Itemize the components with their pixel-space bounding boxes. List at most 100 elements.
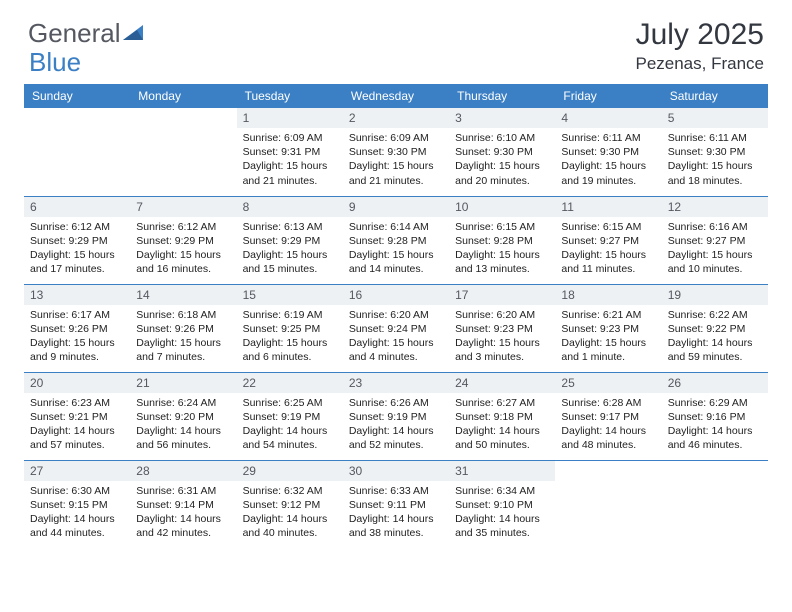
calendar-cell: 7Sunrise: 6:12 AMSunset: 9:29 PMDaylight… <box>130 196 236 284</box>
day-details: Sunrise: 6:15 AMSunset: 9:28 PMDaylight:… <box>449 217 555 282</box>
weekday-header: Friday <box>555 84 661 108</box>
day-number: 30 <box>343 461 449 481</box>
day-details: Sunrise: 6:33 AMSunset: 9:11 PMDaylight:… <box>343 481 449 546</box>
day-number: 19 <box>662 285 768 305</box>
day-number: 2 <box>343 108 449 128</box>
calendar-cell: 19Sunrise: 6:22 AMSunset: 9:22 PMDayligh… <box>662 284 768 372</box>
weekday-header: Thursday <box>449 84 555 108</box>
day-number: 15 <box>237 285 343 305</box>
calendar-cell: 1Sunrise: 6:09 AMSunset: 9:31 PMDaylight… <box>237 108 343 196</box>
day-details: Sunrise: 6:28 AMSunset: 9:17 PMDaylight:… <box>555 393 661 458</box>
calendar-cell: 16Sunrise: 6:20 AMSunset: 9:24 PMDayligh… <box>343 284 449 372</box>
calendar-cell: 24Sunrise: 6:27 AMSunset: 9:18 PMDayligh… <box>449 372 555 460</box>
day-details: Sunrise: 6:24 AMSunset: 9:20 PMDaylight:… <box>130 393 236 458</box>
calendar-cell: 18Sunrise: 6:21 AMSunset: 9:23 PMDayligh… <box>555 284 661 372</box>
day-details: Sunrise: 6:19 AMSunset: 9:25 PMDaylight:… <box>237 305 343 370</box>
calendar-cell: .. <box>130 108 236 196</box>
day-number: 22 <box>237 373 343 393</box>
header: General July 2025 Pezenas, France <box>0 0 792 84</box>
day-number: 6 <box>24 197 130 217</box>
day-number: 24 <box>449 373 555 393</box>
day-details: Sunrise: 6:10 AMSunset: 9:30 PMDaylight:… <box>449 128 555 193</box>
calendar-cell: 23Sunrise: 6:26 AMSunset: 9:19 PMDayligh… <box>343 372 449 460</box>
logo-text-gray: General <box>28 18 121 49</box>
calendar-cell: .. <box>662 460 768 548</box>
calendar-cell: 9Sunrise: 6:14 AMSunset: 9:28 PMDaylight… <box>343 196 449 284</box>
day-details: Sunrise: 6:23 AMSunset: 9:21 PMDaylight:… <box>24 393 130 458</box>
calendar-cell: 8Sunrise: 6:13 AMSunset: 9:29 PMDaylight… <box>237 196 343 284</box>
weekday-header: Saturday <box>662 84 768 108</box>
day-number: 10 <box>449 197 555 217</box>
calendar-cell: 29Sunrise: 6:32 AMSunset: 9:12 PMDayligh… <box>237 460 343 548</box>
calendar-cell: 21Sunrise: 6:24 AMSunset: 9:20 PMDayligh… <box>130 372 236 460</box>
calendar-cell: 17Sunrise: 6:20 AMSunset: 9:23 PMDayligh… <box>449 284 555 372</box>
logo-text-blue: Blue <box>29 47 81 78</box>
day-details: Sunrise: 6:29 AMSunset: 9:16 PMDaylight:… <box>662 393 768 458</box>
day-number: 21 <box>130 373 236 393</box>
calendar-cell: 25Sunrise: 6:28 AMSunset: 9:17 PMDayligh… <box>555 372 661 460</box>
logo-triangle-icon <box>123 24 145 42</box>
calendar-cell: .. <box>24 108 130 196</box>
day-number: 28 <box>130 461 236 481</box>
day-details: Sunrise: 6:12 AMSunset: 9:29 PMDaylight:… <box>24 217 130 282</box>
day-number: 11 <box>555 197 661 217</box>
day-details: Sunrise: 6:20 AMSunset: 9:24 PMDaylight:… <box>343 305 449 370</box>
location: Pezenas, France <box>635 54 764 74</box>
calendar-cell: 22Sunrise: 6:25 AMSunset: 9:19 PMDayligh… <box>237 372 343 460</box>
day-number: 9 <box>343 197 449 217</box>
day-number: 1 <box>237 108 343 128</box>
day-number: 23 <box>343 373 449 393</box>
day-details: Sunrise: 6:30 AMSunset: 9:15 PMDaylight:… <box>24 481 130 546</box>
calendar-cell: 27Sunrise: 6:30 AMSunset: 9:15 PMDayligh… <box>24 460 130 548</box>
calendar-cell: 13Sunrise: 6:17 AMSunset: 9:26 PMDayligh… <box>24 284 130 372</box>
weekday-header: Monday <box>130 84 236 108</box>
calendar-cell: 30Sunrise: 6:33 AMSunset: 9:11 PMDayligh… <box>343 460 449 548</box>
day-details: Sunrise: 6:25 AMSunset: 9:19 PMDaylight:… <box>237 393 343 458</box>
day-details: Sunrise: 6:16 AMSunset: 9:27 PMDaylight:… <box>662 217 768 282</box>
day-number: 26 <box>662 373 768 393</box>
calendar-cell: 10Sunrise: 6:15 AMSunset: 9:28 PMDayligh… <box>449 196 555 284</box>
calendar-cell: 3Sunrise: 6:10 AMSunset: 9:30 PMDaylight… <box>449 108 555 196</box>
day-details: Sunrise: 6:21 AMSunset: 9:23 PMDaylight:… <box>555 305 661 370</box>
day-number: 18 <box>555 285 661 305</box>
weekday-header: Sunday <box>24 84 130 108</box>
calendar-table: SundayMondayTuesdayWednesdayThursdayFrid… <box>24 84 768 548</box>
calendar-head: SundayMondayTuesdayWednesdayThursdayFrid… <box>24 84 768 108</box>
calendar-cell: .. <box>555 460 661 548</box>
day-number: 27 <box>24 461 130 481</box>
day-details: Sunrise: 6:12 AMSunset: 9:29 PMDaylight:… <box>130 217 236 282</box>
day-number: 13 <box>24 285 130 305</box>
day-details: Sunrise: 6:15 AMSunset: 9:27 PMDaylight:… <box>555 217 661 282</box>
day-details: Sunrise: 6:34 AMSunset: 9:10 PMDaylight:… <box>449 481 555 546</box>
day-number: 29 <box>237 461 343 481</box>
calendar-cell: 11Sunrise: 6:15 AMSunset: 9:27 PMDayligh… <box>555 196 661 284</box>
calendar-cell: 6Sunrise: 6:12 AMSunset: 9:29 PMDaylight… <box>24 196 130 284</box>
day-number: 16 <box>343 285 449 305</box>
title-block: July 2025 Pezenas, France <box>635 18 764 74</box>
calendar-cell: 15Sunrise: 6:19 AMSunset: 9:25 PMDayligh… <box>237 284 343 372</box>
day-number: 7 <box>130 197 236 217</box>
month-title: July 2025 <box>635 18 764 52</box>
day-details: Sunrise: 6:32 AMSunset: 9:12 PMDaylight:… <box>237 481 343 546</box>
day-details: Sunrise: 6:22 AMSunset: 9:22 PMDaylight:… <box>662 305 768 370</box>
day-number: 4 <box>555 108 661 128</box>
calendar-cell: 14Sunrise: 6:18 AMSunset: 9:26 PMDayligh… <box>130 284 236 372</box>
day-details: Sunrise: 6:09 AMSunset: 9:30 PMDaylight:… <box>343 128 449 193</box>
day-number: 12 <box>662 197 768 217</box>
day-details: Sunrise: 6:09 AMSunset: 9:31 PMDaylight:… <box>237 128 343 193</box>
logo: General <box>28 18 145 49</box>
day-details: Sunrise: 6:17 AMSunset: 9:26 PMDaylight:… <box>24 305 130 370</box>
day-details: Sunrise: 6:11 AMSunset: 9:30 PMDaylight:… <box>662 128 768 193</box>
calendar-cell: 31Sunrise: 6:34 AMSunset: 9:10 PMDayligh… <box>449 460 555 548</box>
day-details: Sunrise: 6:27 AMSunset: 9:18 PMDaylight:… <box>449 393 555 458</box>
day-number: 25 <box>555 373 661 393</box>
day-number: 8 <box>237 197 343 217</box>
day-details: Sunrise: 6:11 AMSunset: 9:30 PMDaylight:… <box>555 128 661 193</box>
day-number: 20 <box>24 373 130 393</box>
day-details: Sunrise: 6:31 AMSunset: 9:14 PMDaylight:… <box>130 481 236 546</box>
calendar-cell: 12Sunrise: 6:16 AMSunset: 9:27 PMDayligh… <box>662 196 768 284</box>
weekday-header: Wednesday <box>343 84 449 108</box>
calendar-cell: 5Sunrise: 6:11 AMSunset: 9:30 PMDaylight… <box>662 108 768 196</box>
day-details: Sunrise: 6:20 AMSunset: 9:23 PMDaylight:… <box>449 305 555 370</box>
calendar-body: ....1Sunrise: 6:09 AMSunset: 9:31 PMDayl… <box>24 108 768 548</box>
